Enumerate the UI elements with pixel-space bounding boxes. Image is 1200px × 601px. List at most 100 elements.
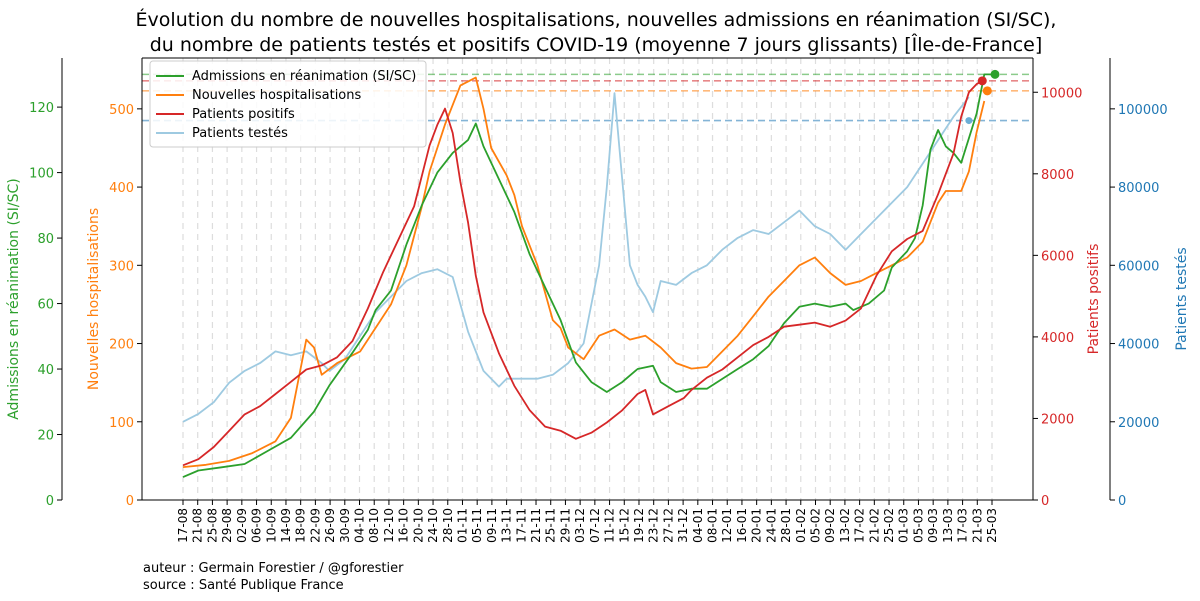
legend-label-tests: Patients testés bbox=[192, 126, 288, 141]
x-tick-label: 13-03 bbox=[941, 508, 955, 543]
x-tick-label: 27-12 bbox=[661, 508, 675, 543]
x-tick-label: 25-11 bbox=[544, 508, 558, 543]
y-tick-label-tests: 60000 bbox=[1118, 259, 1159, 274]
x-tick-label: 21-08 bbox=[191, 508, 205, 543]
y-axis-title-hosp: Nouvelles hospitalisations bbox=[86, 208, 102, 390]
y-tick-label-tests: 40000 bbox=[1118, 338, 1159, 353]
x-tick-label: 22-09 bbox=[308, 508, 322, 543]
y-tick-label-tests: 100000 bbox=[1118, 103, 1168, 118]
y-tick-label-tests: 20000 bbox=[1118, 416, 1159, 431]
series-line-hosp bbox=[182, 76, 986, 468]
x-tick-label: 05-03 bbox=[911, 508, 925, 543]
y-tick-label-hosp: 300 bbox=[109, 259, 134, 274]
x-tick-label: 26-09 bbox=[323, 508, 337, 543]
x-tick-label: 17-11 bbox=[514, 508, 528, 543]
x-tick-label: 01-03 bbox=[897, 508, 911, 543]
y-axis-title-rea: Admissions en réanimation (SI/SC) bbox=[6, 178, 22, 420]
x-tick-label: 09-03 bbox=[926, 508, 940, 543]
x-tick-label: 05-02 bbox=[808, 508, 822, 543]
x-tick-label: 09-02 bbox=[823, 508, 837, 543]
y-tick-label-hosp: 0 bbox=[126, 494, 134, 509]
x-tick-label: 17-03 bbox=[956, 508, 970, 543]
x-tick-label: 13-11 bbox=[500, 508, 514, 543]
x-tick-label: 13-02 bbox=[838, 508, 852, 543]
x-tick-label: 15-12 bbox=[617, 508, 631, 543]
y-tick-label-rea: 80 bbox=[37, 232, 54, 247]
y-tick-label-pos: 8000 bbox=[1041, 168, 1074, 183]
series-line-rea bbox=[182, 73, 992, 478]
y-tick-label-pos: 0 bbox=[1041, 494, 1049, 509]
x-tick-label: 28-10 bbox=[441, 508, 455, 543]
x-axis-ticks: 17-08 21-08 25-08 29-08 02-09 06-09 10-09 14-09… bbox=[176, 500, 999, 543]
x-tick-label: 01-11 bbox=[455, 508, 469, 543]
series-line-pos bbox=[182, 79, 985, 467]
x-tick-label: 07-12 bbox=[588, 508, 602, 543]
x-tick-label: 24-10 bbox=[426, 508, 440, 543]
series-endpoint-hosp bbox=[982, 86, 992, 96]
x-tick-label: 11-12 bbox=[603, 508, 617, 543]
x-tick-label: 04-01 bbox=[691, 508, 705, 543]
x-tick-label: 29-08 bbox=[220, 508, 234, 543]
y-tick-label-tests: 80000 bbox=[1118, 181, 1159, 196]
chart-title-line-2: du nombre de patients testés et positifs… bbox=[150, 33, 1043, 56]
y-tick-label-hosp: 400 bbox=[109, 181, 134, 196]
y-tick-label-rea: 20 bbox=[37, 429, 54, 444]
x-tick-label: 29-11 bbox=[558, 508, 572, 543]
x-tick-label: 17-08 bbox=[176, 508, 190, 543]
legend-box bbox=[149, 60, 427, 148]
x-tick-label: 08-01 bbox=[706, 508, 720, 543]
y-tick-label-pos: 2000 bbox=[1041, 412, 1074, 427]
y-tick-label-tests: 0 bbox=[1118, 494, 1126, 509]
x-tick-label: 17-02 bbox=[853, 508, 867, 543]
x-tick-label: 30-09 bbox=[338, 508, 352, 543]
y-tick-label-rea: 40 bbox=[37, 363, 54, 378]
x-tick-label: 23-12 bbox=[647, 508, 661, 543]
x-tick-label: 12-10 bbox=[382, 508, 396, 543]
x-tick-label: 05-11 bbox=[470, 508, 484, 543]
x-tick-label: 16-01 bbox=[735, 508, 749, 543]
x-tick-label: 28-01 bbox=[779, 508, 793, 543]
y-tick-label-rea: 100 bbox=[29, 167, 54, 182]
chart-title-line-1: Évolution du nombre de nouvelles hospita… bbox=[136, 8, 1057, 31]
series-endpoint-pos bbox=[977, 76, 987, 86]
x-tick-label: 31-12 bbox=[676, 508, 690, 543]
legend-label-pos: Patients positifs bbox=[192, 107, 295, 122]
x-tick-label: 25-02 bbox=[882, 508, 896, 543]
legend-label-rea: Admissions en réanimation (SI/SC) bbox=[192, 69, 416, 84]
x-tick-label: 10-09 bbox=[264, 508, 278, 543]
y-tick-label-hosp: 200 bbox=[109, 338, 134, 353]
x-tick-label: 25-08 bbox=[205, 508, 219, 543]
legend: Admissions en réanimation (SI/SC) Nouvel… bbox=[149, 60, 427, 148]
x-tick-label: 14-09 bbox=[279, 508, 293, 543]
y-tick-label-hosp: 500 bbox=[109, 103, 134, 118]
y-axis-title-pos: Patients positifs bbox=[1086, 244, 1102, 355]
x-tick-label: 21-03 bbox=[970, 508, 984, 543]
series-endpoint-rea bbox=[990, 69, 1000, 79]
y-tick-label-rea: 0 bbox=[46, 494, 54, 509]
footer-source: source : Santé Publique France bbox=[143, 578, 344, 593]
axes: 0 20 40 60 80 100 120 Admissions en réanimation… bbox=[6, 57, 1190, 509]
x-tick-label: 24-01 bbox=[764, 508, 778, 543]
footer-author: auteur : Germain Forestier / @gforestier bbox=[143, 561, 404, 576]
x-tick-label: 16-10 bbox=[397, 508, 411, 543]
y-axis-title-tests: Patients testés bbox=[1174, 247, 1190, 350]
x-tick-label: 19-12 bbox=[632, 508, 646, 543]
x-tick-label: 20-10 bbox=[411, 508, 425, 543]
y-tick-label-pos: 10000 bbox=[1041, 86, 1082, 101]
x-tick-label: 02-09 bbox=[235, 508, 249, 543]
x-tick-label: 18-09 bbox=[294, 508, 308, 543]
y-tick-label-pos: 6000 bbox=[1041, 249, 1074, 264]
y-tick-label-hosp: 100 bbox=[109, 416, 134, 431]
series-endpoint-tests bbox=[965, 117, 973, 125]
x-tick-label: 06-09 bbox=[250, 508, 264, 543]
x-tick-label: 04-10 bbox=[353, 508, 367, 543]
legend-label-hosp: Nouvelles hospitalisations bbox=[192, 88, 361, 103]
x-tick-label: 25-03 bbox=[985, 508, 999, 543]
series-lines bbox=[182, 69, 1000, 478]
x-tick-label: 21-02 bbox=[867, 508, 881, 543]
y-tick-label-pos: 4000 bbox=[1041, 331, 1074, 346]
x-tick-label: 12-01 bbox=[720, 508, 734, 543]
x-tick-label: 09-11 bbox=[485, 508, 499, 543]
x-tick-label: 20-01 bbox=[750, 508, 764, 543]
